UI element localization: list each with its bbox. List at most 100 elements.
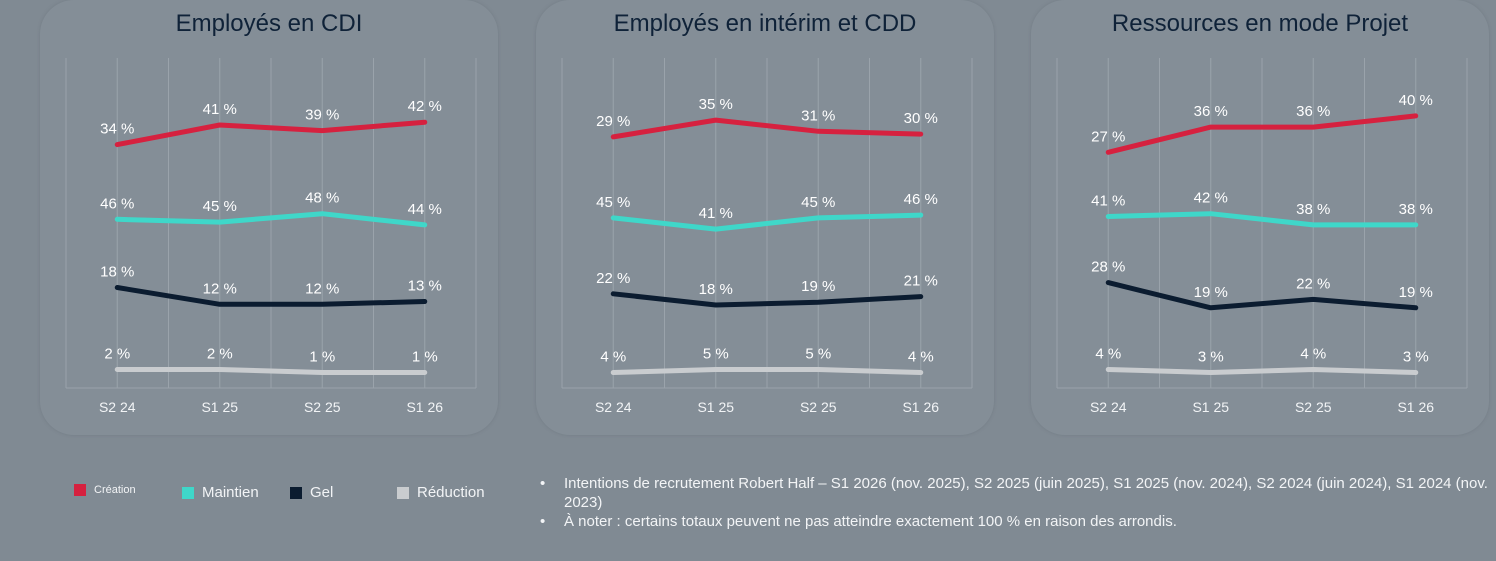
legend-item-gel: Gel (290, 484, 333, 501)
data-label: 40 % (1399, 92, 1433, 109)
data-label: 46 % (100, 195, 134, 212)
data-label: 19 % (1399, 284, 1433, 301)
data-label: 18 % (699, 281, 733, 298)
x-tick-label: S1 26 (406, 399, 443, 415)
x-tick-label: S2 25 (1295, 399, 1332, 415)
series-maintien: 45 % 41 % 45 % 46 % (596, 191, 938, 232)
data-label: 18 % (100, 264, 134, 281)
data-label: 39 % (305, 107, 339, 124)
legend-item-maintien: Maintien (182, 484, 259, 501)
data-label: 44 % (408, 201, 442, 218)
series-line (114, 119, 428, 148)
data-label: 2 % (104, 346, 130, 363)
x-tick-label: S1 25 (201, 399, 238, 415)
line-chart-projet: S2 24 S1 25 S2 25 S1 26 27 % 36 % 36 % 40 % 41 %… (1056, 58, 1468, 415)
legend-label: Gel (310, 484, 334, 501)
data-label: 22 % (1296, 275, 1330, 292)
data-label: 5 % (805, 346, 831, 363)
data-label: 3 % (1403, 349, 1429, 366)
data-label: 30 % (904, 110, 938, 127)
x-tick-label: S1 25 (697, 399, 734, 415)
series-reduction: 4 % 5 % 5 % 4 % (600, 346, 934, 375)
data-label: 45 % (801, 194, 835, 211)
data-label: 42 % (408, 98, 442, 115)
chart-card-projet: Ressources en mode Projet S2 24 S1 25 S2 2… (1031, 0, 1489, 435)
data-label: 46 % (904, 191, 938, 208)
data-label: 22 % (596, 270, 630, 287)
data-label: 12 % (203, 280, 237, 297)
bullet-icon: • (540, 513, 546, 530)
data-label: 3 % (1198, 349, 1224, 366)
data-label: 12 % (305, 280, 339, 297)
data-label: 4 % (908, 349, 934, 366)
data-label: 34 % (100, 121, 134, 138)
series-line (114, 367, 428, 375)
data-label: 28 % (1091, 259, 1125, 276)
legend-swatch-gel (290, 486, 302, 499)
series-line (610, 291, 924, 308)
line-chart-cdi: S2 24 S1 25 S2 25 S1 26 34 % 41 % 39 % 42 % 46 %… (65, 58, 477, 415)
data-label: 4 % (1095, 346, 1121, 363)
x-tick-label: S2 24 (99, 399, 136, 415)
chart-title: Employés en CDI (175, 10, 363, 37)
data-label: 38 % (1296, 201, 1330, 218)
footnote-rounding: • À noter : certains totaux peuvent ne p… (540, 512, 1496, 531)
legend-item-creation: Création (74, 484, 136, 496)
series-line (114, 211, 428, 228)
series-creation: 29 % 35 % 31 % 30 % (596, 96, 938, 140)
data-label: 13 % (408, 278, 442, 295)
data-label: 5 % (703, 346, 729, 363)
x-tick-label: S2 24 (1090, 399, 1127, 415)
data-label: 27 % (1091, 128, 1125, 145)
data-label: 4 % (1300, 346, 1326, 363)
footnote-text: À noter : certains totaux peuvent ne pas… (564, 513, 1177, 530)
data-label: 19 % (801, 278, 835, 295)
x-tick-label: S2 25 (800, 399, 837, 415)
data-label: 41 % (203, 101, 237, 118)
data-label: 19 % (1194, 284, 1228, 301)
data-label: 21 % (904, 273, 938, 290)
legend-swatch-creation (74, 484, 86, 496)
data-label: 36 % (1296, 103, 1330, 120)
data-label: 38 % (1399, 201, 1433, 218)
series-line (610, 117, 924, 140)
data-label: 45 % (596, 194, 630, 211)
data-label: 42 % (1194, 190, 1228, 207)
x-tick-label: S1 26 (1397, 399, 1434, 415)
data-label: 41 % (1091, 193, 1125, 210)
series-maintien: 41 % 42 % 38 % 38 % (1091, 190, 1433, 228)
series-line (610, 367, 924, 375)
series-line (1105, 113, 1419, 155)
series-reduction: 4 % 3 % 4 % 3 % (1095, 346, 1429, 375)
data-label: 31 % (801, 107, 835, 124)
series-line (1105, 211, 1419, 228)
x-tick-label: S1 26 (902, 399, 939, 415)
series-line (610, 212, 924, 232)
x-tick-label: S2 24 (595, 399, 632, 415)
data-label: 29 % (596, 113, 630, 130)
data-label: 1 % (309, 349, 335, 366)
data-label: 45 % (203, 198, 237, 215)
series-gel: 18 % 12 % 12 % 13 % (100, 264, 442, 307)
chart-title: Employés en intérim et CDD (613, 10, 917, 37)
series-maintien: 46 % 45 % 48 % 44 % (100, 190, 442, 228)
data-label: 41 % (699, 205, 733, 222)
series-line (1105, 367, 1419, 375)
bullet-icon: • (540, 475, 546, 492)
legend-label: Réduction (417, 484, 485, 501)
x-tick-label: S1 25 (1192, 399, 1229, 415)
series-gel: 28 % 19 % 22 % 19 % (1091, 259, 1433, 311)
data-label: 36 % (1194, 103, 1228, 120)
series-reduction: 2 % 2 % 1 % 1 % (104, 346, 438, 375)
grid (1056, 58, 1468, 389)
footnote-text: Intentions de recrutement Robert Half – … (564, 475, 1488, 511)
line-chart-interim-cdd: S2 24 S1 25 S2 25 S1 26 29 % 35 % 31 % 30 % 45 %… (561, 58, 973, 415)
series-creation: 27 % 36 % 36 % 40 % (1091, 92, 1433, 155)
legend-label: Création (94, 484, 136, 496)
series-line (1105, 280, 1419, 311)
series-gel: 22 % 18 % 19 % 21 % (596, 270, 938, 308)
data-label: 4 % (600, 349, 626, 366)
legend-label: Maintien (202, 484, 259, 501)
chart-title: Ressources en mode Projet (1111, 10, 1409, 37)
footnote-source: • Intentions de recrutement Robert Half … (540, 474, 1496, 512)
